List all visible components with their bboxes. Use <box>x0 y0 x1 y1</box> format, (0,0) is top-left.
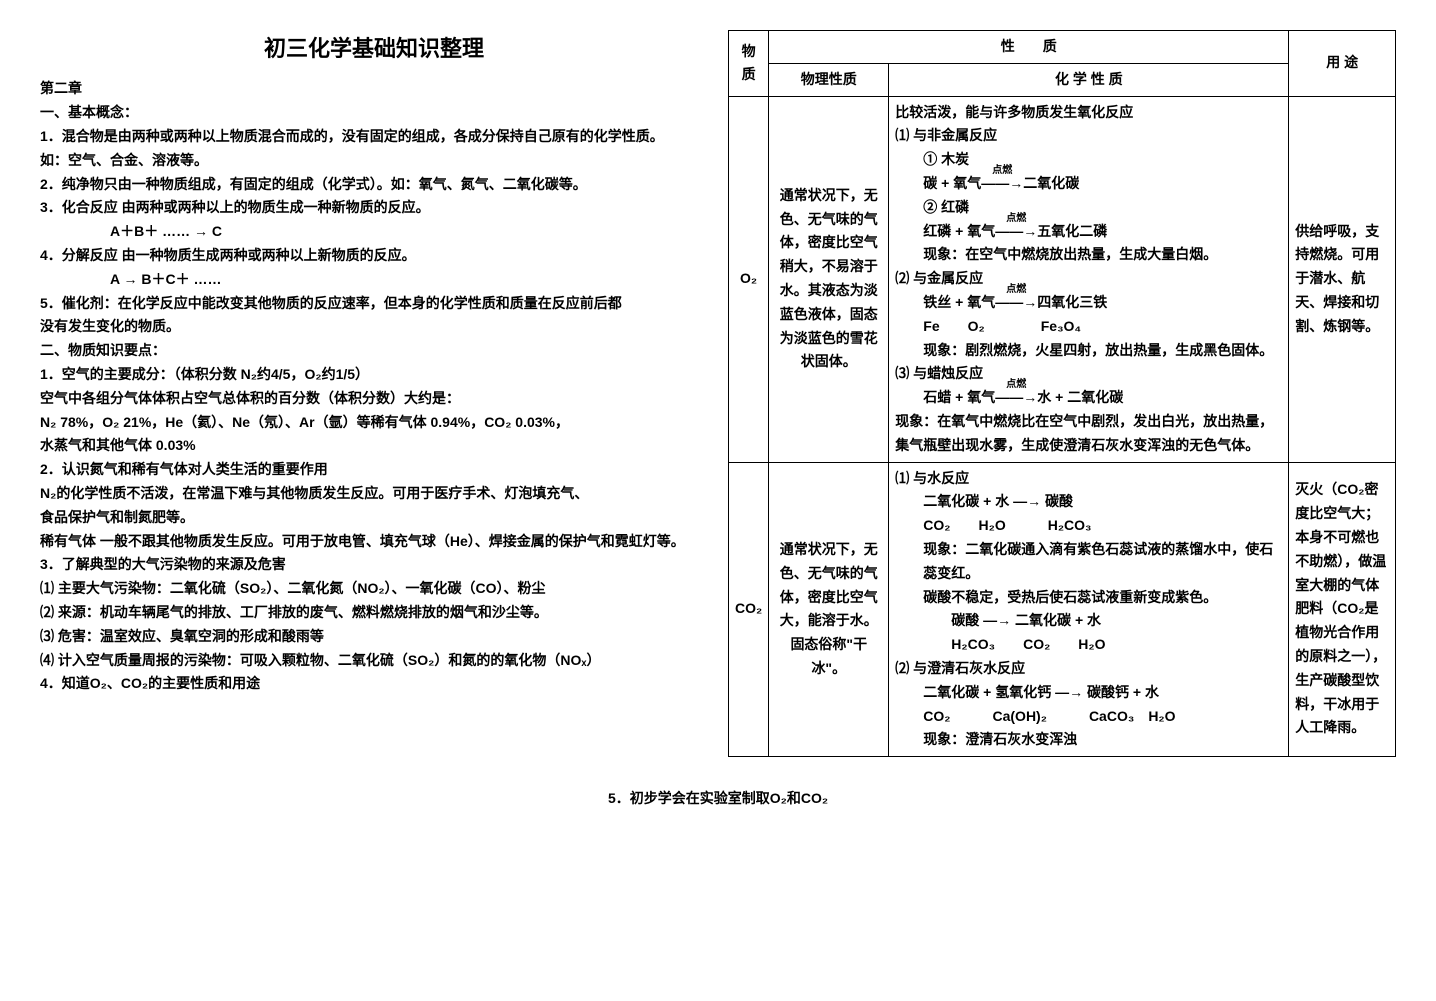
properties-table: 物质 性 质 用 途 物理性质 化 学 性 质 O₂ 通常状况下，无色、无气味的… <box>728 30 1396 757</box>
th-material: 物质 <box>729 31 769 97</box>
co2-c2-eq: 二氧化碳 + 氢氧化钙 —→ 碳酸钙 + 水 <box>923 681 1282 705</box>
th-phys: 物理性质 <box>769 63 889 96</box>
s2-p2d: 稀有气体 一般不跟其他物质发生反应。可用于放电管、填充气球（He）、焊接金属的保… <box>40 530 708 554</box>
o2-intro: 比较活泼，能与许多物质发生氧化反应 <box>895 101 1282 125</box>
o2-c1: ⑴ 与非金属反应 <box>895 124 1282 148</box>
co2-c1-obs: 现象：二氧化碳通入滴有紫色石蕊试液的蒸馏水中，使石蕊变红。 <box>923 538 1282 586</box>
s2-p1b: 空气中各组分气体体积占空气总体积的百分数（体积分数）大约是： <box>40 387 708 411</box>
row-o2: O₂ 通常状况下，无色、无气味的气体，密度比空气稍大，不易溶于水。其液态为淡蓝色… <box>729 96 1396 462</box>
co2-c1-eq2: 碳酸 —→ 二氧化碳 + 水 <box>951 609 1282 633</box>
o2-label: O₂ <box>729 96 769 462</box>
row-co2: CO₂ 通常状况下，无色、无气味的气体，密度比空气大，能溶于水。固态俗称"干冰"… <box>729 462 1396 757</box>
s1-p5: 4．分解反应 由一种物质生成两种或两种以上新物质的反应。 <box>40 244 708 268</box>
co2-c1: ⑴ 与水反应 <box>895 467 1282 491</box>
co2-c2-sym: CO₂ Ca(OH)₂ CaCO₃ H₂O <box>923 705 1282 729</box>
th-chem: 化 学 性 质 <box>889 63 1289 96</box>
o2-c2a-eq: 铁丝 + 氧气——点燃→四氧化三铁 <box>923 291 1282 315</box>
co2-c2: ⑵ 与澄清石灰水反应 <box>895 657 1282 681</box>
s2-p3a: ⑴ 主要大气污染物：二氧化硫（SO₂）、二氧化氮（NO₂）、一氧化碳（CO）、粉… <box>40 577 708 601</box>
s1-p5-formula: A → B＋C＋ …… <box>110 268 708 292</box>
s2-p3: 3．了解典型的大气污染物的来源及危害 <box>40 553 708 577</box>
chapter-heading: 第二章 <box>40 77 708 101</box>
s2-p2c: 食品保护气和制氮肥等。 <box>40 506 708 530</box>
o2-c3: ⑶ 与蜡烛反应 <box>895 362 1282 386</box>
s1-p4: 3．化合反应 由两种或两种以上的物质生成一种新物质的反应。 <box>40 196 708 220</box>
s1-p1: 1．混合物是由两种或两种以上物质混合而成的，没有固定的组成，各成分保持自己原有的… <box>40 125 708 149</box>
co2-chem: ⑴ 与水反应 二氧化碳 + 水 —→ 碳酸 CO₂ H₂O H₂CO₃ 现象：二… <box>889 462 1289 757</box>
s1-p2: 如：空气、合金、溶液等。 <box>40 149 708 173</box>
th-use: 用 途 <box>1289 31 1396 97</box>
s2-p1: 1．空气的主要成分：（体积分数 N₂约4/5，O₂约1/5） <box>40 363 708 387</box>
th-properties: 性 质 <box>769 31 1289 64</box>
o2-phys: 通常状况下，无色、无气味的气体，密度比空气稍大，不易溶于水。其液态为淡蓝色液体，… <box>769 96 889 462</box>
s1-p3: 2．纯净物只由一种物质组成，有固定的组成（化学式）。如：氧气、氮气、二氧化碳等。 <box>40 173 708 197</box>
s2-p2b: N₂的化学性质不活泼，在常温下难与其他物质发生反应。可用于医疗手术、灯泡填充气、 <box>40 482 708 506</box>
o2-c2a-sym: Fe O₂ Fe₃O₄ <box>923 315 1282 339</box>
s2-p2: 2．认识氮气和稀有气体对人类生活的重要作用 <box>40 458 708 482</box>
s2-p1d: 水蒸气和其他气体 0.03% <box>40 434 708 458</box>
co2-phys: 通常状况下，无色、无气味的气体，密度比空气大，能溶于水。固态俗称"干冰"。 <box>769 462 889 757</box>
s2-p3c: ⑶ 危害：温室效应、臭氧空洞的形成和酸雨等 <box>40 625 708 649</box>
page-title: 初三化学基础知识整理 <box>40 30 708 67</box>
co2-c2-obs: 现象：澄清石灰水变浑浊 <box>923 728 1282 752</box>
co2-c1-sym2: H₂CO₃ CO₂ H₂O <box>951 633 1282 657</box>
section2-heading: 二、物质知识要点： <box>40 339 708 363</box>
s2-p3b: ⑵ 来源：机动车辆尾气的排放、工厂排放的废气、燃料燃烧排放的烟气和沙尘等。 <box>40 601 708 625</box>
co2-label: CO₂ <box>729 462 769 757</box>
s1-p6b: 没有发生变化的物质。 <box>40 315 708 339</box>
o2-c2: ⑵ 与金属反应 <box>895 267 1282 291</box>
o2-c3a-obs: 现象：在氧气中燃烧比在空气中剧烈，发出白光，放出热量，集气瓶壁出现水雾，生成使澄… <box>895 410 1282 458</box>
s2-p3d: ⑷ 计入空气质量周报的污染物：可吸入颗粒物、二氧化硫（SO₂）和氮的的氧化物（N… <box>40 649 708 673</box>
o2-chem: 比较活泼，能与许多物质发生氧化反应 ⑴ 与非金属反应 ① 木炭 碳 + 氧气——… <box>889 96 1289 462</box>
section1-heading: 一、基本概念： <box>40 101 708 125</box>
o2-c2a-obs: 现象：剧烈燃烧，火星四射，放出热量，生成黑色固体。 <box>923 339 1282 363</box>
co2-c1-eq: 二氧化碳 + 水 —→ 碳酸 <box>923 490 1282 514</box>
o2-c1b-obs: 现象：在空气中燃烧放出热量，生成大量白烟。 <box>923 243 1282 267</box>
s1-p4-formula: A＋B＋ …… → C <box>110 220 708 244</box>
co2-use: 灭火（CO₂密度比空气大；本身不可燃也不助燃），做温室大棚的气体肥料（CO₂是植… <box>1289 462 1396 757</box>
o2-c1a-lbl: ① 木炭 <box>923 148 1282 172</box>
s1-p6: 5．催化剂：在化学反应中能改变其他物质的反应速率，但本身的化学性质和质量在反应前… <box>40 292 708 316</box>
co2-c1-sym: CO₂ H₂O H₂CO₃ <box>923 514 1282 538</box>
co2-c1-note: 碳酸不稳定，受热后使石蕊试液重新变成紫色。 <box>923 586 1282 610</box>
s2-p4: 4．知道O₂、CO₂的主要性质和用途 <box>40 672 708 696</box>
o2-c1b-lbl: ② 红磷 <box>923 196 1282 220</box>
o2-c3a-eq: 石蜡 + 氧气——点燃→水 + 二氧化碳 <box>923 386 1282 410</box>
o2-use: 供给呼吸，支持燃烧。可用于潜水、航天、焊接和切割、炼钢等。 <box>1289 96 1396 462</box>
o2-c1b-eq: 红磷 + 氧气——点燃→五氧化二磷 <box>923 220 1282 244</box>
o2-c1a-eq: 碳 + 氧气——点燃→二氧化碳 <box>923 172 1282 196</box>
s2-p1c: N₂ 78%，O₂ 21%，He（氦）、Ne（氖）、Ar（氩）等稀有气体 0.9… <box>40 411 708 435</box>
footer-text: 5．初步学会在实验室制取O₂和CO₂ <box>40 787 1396 811</box>
